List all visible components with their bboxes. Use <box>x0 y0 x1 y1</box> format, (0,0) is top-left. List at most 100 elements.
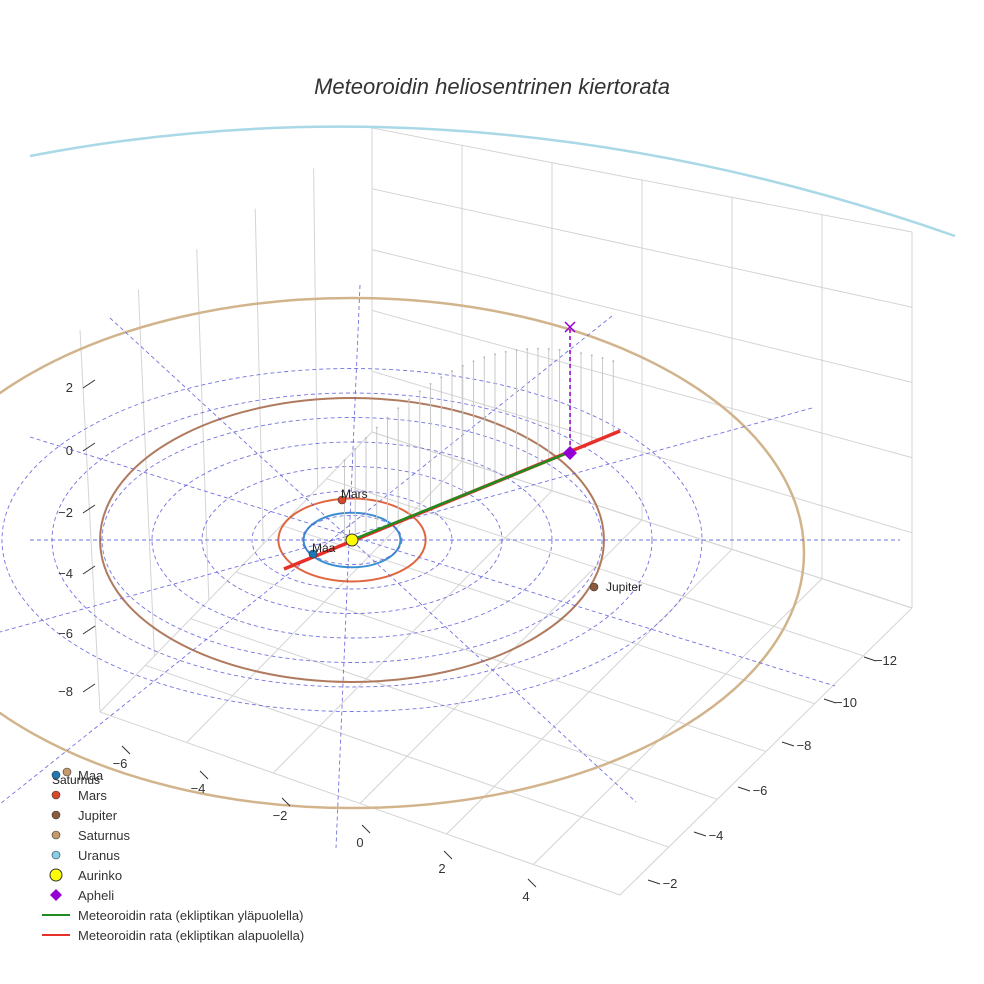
legend-symbol <box>38 785 78 805</box>
x-tick-label: −12 <box>875 653 897 668</box>
z-tick-label: −8 <box>58 684 73 699</box>
grid-line <box>79 329 101 713</box>
axis-ticks: −8 −6 −4 −2 0 2 −6 −4 −2 0 2 4 −12 −10 −8 −6 −4 −2 <box>58 379 897 904</box>
z-tick-label: 2 <box>66 380 73 395</box>
grid-box <box>79 127 913 896</box>
legend-symbol <box>38 845 78 865</box>
aphelion-top-cross <box>564 321 576 333</box>
z-tick-label: −6 <box>58 626 73 641</box>
legend-item-maa[interactable]: Maa <box>38 765 304 785</box>
legend-label: Mars <box>78 787 107 803</box>
drop-point <box>494 353 497 356</box>
drop-point <box>461 364 464 367</box>
drop-point <box>483 356 486 359</box>
drop-point <box>601 357 604 360</box>
ref-radial <box>109 317 637 803</box>
ref-radial <box>0 315 613 805</box>
drop-point <box>375 426 378 429</box>
ref-radial <box>335 284 361 849</box>
planet-mars <box>337 495 347 505</box>
legend-item-jupiter[interactable]: Jupiter <box>38 805 304 825</box>
y-tick-label: 0 <box>356 835 363 850</box>
legend-symbol <box>38 825 78 845</box>
grid-line <box>532 578 823 865</box>
drop-point <box>558 348 561 351</box>
y-tick-label: 2 <box>438 861 445 876</box>
legend-item-mars[interactable]: Mars <box>38 785 304 805</box>
aphelion-marker <box>563 446 577 460</box>
grid-line <box>359 519 643 804</box>
legend-item-aurinko[interactable]: Aurinko <box>38 865 304 885</box>
x-tick-mark <box>781 741 795 747</box>
x-tick-label: −10 <box>835 695 857 710</box>
legend-label: Uranus <box>78 847 120 863</box>
x-tick-mark <box>823 698 837 704</box>
legend: Maa Mars Jupiter Saturnus Uranus Aurinko Aphel… <box>38 765 304 945</box>
legend-item-saturnus[interactable]: Saturnus <box>38 825 304 845</box>
meteoroid-path <box>283 321 621 571</box>
y-tick-label: 4 <box>522 889 529 904</box>
legend-symbol <box>38 805 78 825</box>
grid-line <box>371 188 913 308</box>
x-tick-mark <box>647 879 661 885</box>
label-jupiter: Jupiter <box>606 580 642 594</box>
legend-label: Meteoroidin rata (ekliptikan yläpuolella… <box>78 907 304 923</box>
orbit-uranus <box>29 125 956 238</box>
y-tick-label: −6 <box>113 756 128 771</box>
label-maa: Maa <box>312 541 336 555</box>
z-tick-mark <box>82 625 96 635</box>
grid-line <box>371 370 913 534</box>
grid-line <box>272 490 553 774</box>
drop-point <box>364 437 367 440</box>
reference-grid <box>0 284 900 849</box>
grid-line <box>371 249 913 383</box>
y-tick-mark <box>443 850 453 860</box>
grid-line <box>371 127 913 233</box>
planet-jupiter <box>589 582 599 592</box>
planet-maa <box>308 549 318 559</box>
drop-point <box>407 398 410 401</box>
drop-point <box>440 376 443 379</box>
grid-line <box>186 460 463 743</box>
label-mars: Mars <box>341 487 368 501</box>
drop-point <box>343 459 346 462</box>
grid-line <box>99 431 373 713</box>
legend-item-uranus[interactable]: Uranus <box>38 845 304 865</box>
chart-title: Meteoroidin heliosentrinen kiertorata <box>314 74 670 99</box>
y-tick-mark <box>527 878 537 888</box>
x-tick-label: −4 <box>709 828 724 843</box>
z-tick-mark <box>82 504 96 514</box>
z-tick-mark <box>82 683 96 693</box>
legend-label: Jupiter <box>78 807 118 823</box>
sun-marker <box>345 533 359 547</box>
planet-orbits <box>0 125 956 810</box>
drop-point <box>526 348 529 351</box>
ref-radial <box>29 436 836 687</box>
drop-point <box>504 350 507 353</box>
y-tick-mark <box>361 824 371 834</box>
path-above <box>351 450 571 542</box>
drop-point <box>612 360 615 363</box>
x-tick-mark <box>737 786 751 792</box>
drop-point <box>354 447 357 450</box>
legend-item-apheli[interactable]: Apheli <box>38 885 304 905</box>
z-tick-label: −4 <box>58 566 73 581</box>
label-saturnus: Saturnus <box>52 773 100 787</box>
drop-point <box>580 352 583 355</box>
grid-line <box>313 168 319 489</box>
x-tick-mark <box>863 656 877 662</box>
z-tick-label: 0 <box>66 443 73 458</box>
drop-point <box>472 360 475 363</box>
grid-line <box>371 309 913 459</box>
legend-symbol <box>38 765 78 785</box>
drop-point <box>397 407 400 410</box>
legend-label: Maa <box>78 767 104 783</box>
y-tick-mark <box>121 745 131 755</box>
drop-point <box>386 416 389 419</box>
legend-symbol <box>38 905 78 925</box>
x-tick-label: −8 <box>797 738 812 753</box>
y-tick-label: −4 <box>191 781 206 796</box>
x-tick-mark <box>693 831 707 837</box>
legend-item-rata-yla[interactable]: Meteoroidin rata (ekliptikan yläpuolella… <box>38 905 304 925</box>
legend-item-rata-ala[interactable]: Meteoroidin rata (ekliptikan alapuolella… <box>38 925 304 945</box>
